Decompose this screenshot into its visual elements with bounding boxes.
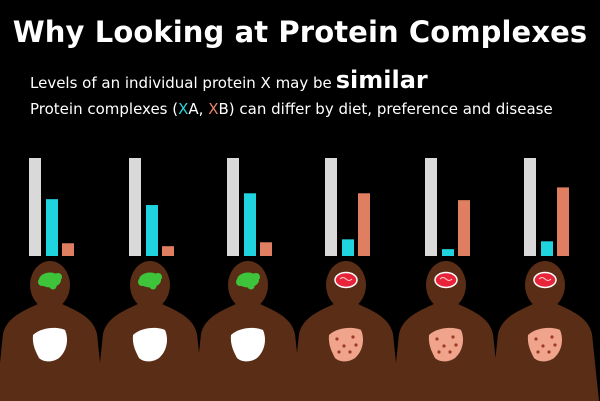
bar-complex-a bbox=[244, 193, 256, 256]
bar-protein-x bbox=[29, 158, 41, 256]
diseased-liver-icon bbox=[428, 327, 463, 362]
body-figure bbox=[96, 261, 204, 401]
body-figure bbox=[491, 261, 599, 401]
bar-complex-b bbox=[557, 187, 569, 256]
healthy-brain-icon bbox=[138, 272, 162, 290]
bar-protein-x bbox=[524, 158, 536, 256]
panel-5 bbox=[392, 158, 500, 401]
bar-complex-b bbox=[260, 242, 272, 256]
bar-complex-a bbox=[442, 249, 454, 256]
line2-prefix: Protein complexes ( bbox=[30, 100, 179, 118]
bar-complex-a bbox=[46, 199, 58, 256]
diseased-brain-icon bbox=[434, 271, 458, 289]
body-figure bbox=[392, 261, 500, 401]
bar-complex-a bbox=[541, 241, 553, 256]
healthy-brain-icon bbox=[38, 272, 62, 290]
bar-complex-a bbox=[342, 239, 354, 256]
diseased-liver-icon bbox=[328, 327, 363, 362]
bar-protein-x bbox=[227, 158, 239, 256]
panel-4 bbox=[292, 158, 400, 401]
bar-protein-x bbox=[129, 158, 141, 256]
diseased-liver-icon bbox=[527, 327, 562, 362]
body-figure bbox=[194, 261, 302, 401]
bar-complex-b bbox=[358, 193, 370, 256]
page-title: Why Looking at Protein Complexes bbox=[12, 15, 588, 49]
diseased-brain-icon bbox=[334, 271, 358, 289]
bar-complex-a bbox=[146, 205, 158, 256]
similar-emphasis: similar bbox=[335, 66, 428, 94]
healthy-liver-icon bbox=[32, 327, 67, 362]
body-figure bbox=[292, 261, 400, 401]
healthy-liver-icon bbox=[230, 327, 265, 362]
subtitle-line-1: Levels of an individual protein X may be… bbox=[30, 64, 428, 99]
panel-1 bbox=[0, 158, 104, 401]
diseased-brain-icon bbox=[533, 271, 557, 289]
panel-6 bbox=[491, 158, 599, 401]
subtitle-line-2: Protein complexes (XA, XB) can differ by… bbox=[30, 97, 553, 121]
body-figure bbox=[0, 261, 104, 401]
bar-complex-b bbox=[458, 200, 470, 256]
line2-suffix: B) can differ by diet, preference and di… bbox=[218, 100, 553, 118]
bar-complex-b bbox=[162, 246, 174, 256]
bar-protein-x bbox=[325, 158, 337, 256]
healthy-liver-icon bbox=[132, 327, 167, 362]
complex-a-label: A, bbox=[188, 100, 209, 118]
subtitle-line-1-text: Levels of an individual protein X may be bbox=[30, 74, 332, 92]
healthy-brain-icon bbox=[236, 272, 260, 290]
panel-3 bbox=[194, 158, 302, 401]
complex-b-x: X bbox=[208, 100, 219, 118]
bar-protein-x bbox=[425, 158, 437, 256]
complex-a-x: X bbox=[178, 100, 189, 118]
bar-complex-b bbox=[62, 243, 74, 256]
panel-2 bbox=[96, 158, 204, 401]
